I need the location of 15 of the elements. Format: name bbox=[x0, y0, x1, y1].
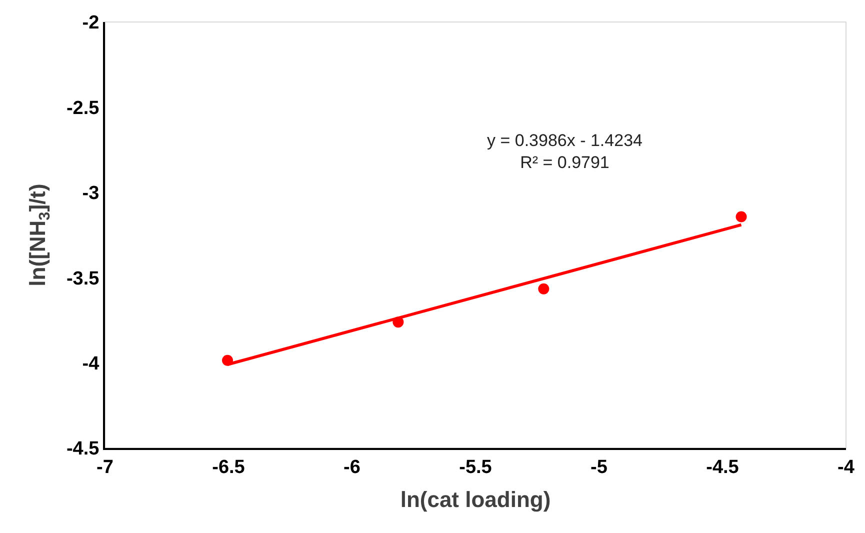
x-tick-label: -6 bbox=[344, 456, 360, 478]
y-tick-label: -3 bbox=[82, 183, 100, 204]
y-tick-label: -2.5 bbox=[66, 98, 100, 119]
y-tick-label: -3.5 bbox=[66, 268, 100, 290]
x-tick-label: -5.5 bbox=[459, 456, 492, 478]
x-axis-title: ln(cat loading) bbox=[400, 487, 551, 512]
x-tick-label: -4 bbox=[838, 456, 855, 478]
y-tick-label: -2 bbox=[82, 12, 100, 34]
x-tick-label: -4.5 bbox=[706, 456, 740, 478]
point bbox=[538, 283, 550, 294]
x-tick-label: -5 bbox=[590, 456, 608, 478]
annotation: y = 0.3986x - 1.4234 R² = 0.9791 bbox=[487, 131, 642, 172]
y-tick-label: -4 bbox=[82, 353, 100, 374]
x-tick-label: -6.5 bbox=[212, 456, 246, 478]
point bbox=[736, 211, 747, 222]
